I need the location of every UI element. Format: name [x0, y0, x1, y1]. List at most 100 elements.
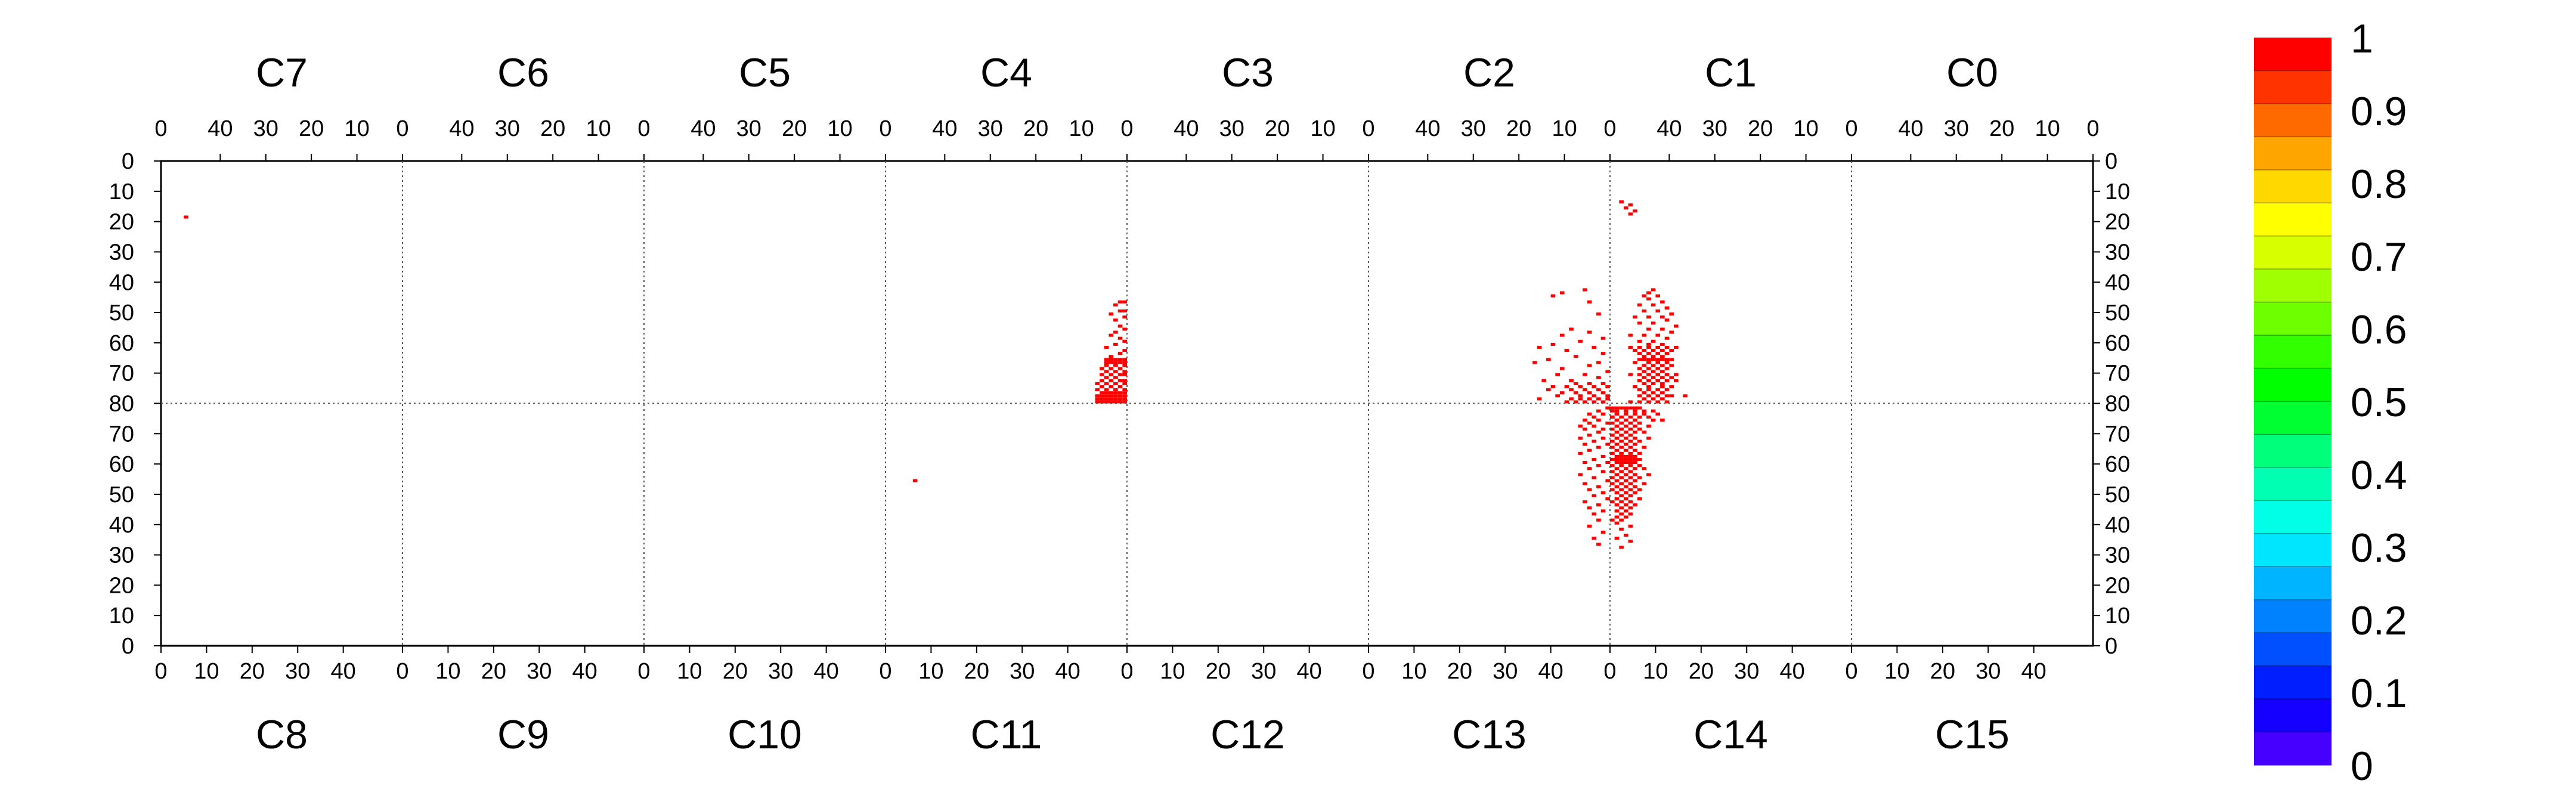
data-point-c14: [1633, 503, 1637, 507]
y-tick-label-right: 0: [2105, 149, 2117, 174]
y-tick-label-left: 30: [109, 240, 134, 265]
data-point-c14: [1610, 457, 1615, 462]
data-point-c1: [1651, 376, 1656, 379]
data-point-c14: [1614, 431, 1620, 434]
data-point-c4: [1104, 361, 1109, 364]
data-point-c1: [1637, 394, 1642, 398]
x-tick-label-bottom: 10: [194, 659, 219, 684]
data-point-c4: [1109, 373, 1114, 376]
x-tick-label-bottom: 20: [1206, 659, 1231, 684]
data-point-c14: [1628, 454, 1633, 458]
data-point-c1: [1669, 358, 1674, 361]
y-tick-label-left: 10: [109, 179, 134, 205]
data-point-c14: [1623, 473, 1628, 476]
data-point-c2: [1596, 361, 1601, 364]
data-point-c2: [1573, 391, 1578, 395]
column-title-bottom: C14: [1693, 712, 1768, 757]
data-point-c1: [1642, 370, 1647, 373]
x-tick-label-top: 0: [1362, 116, 1374, 141]
data-point-c14: [1619, 406, 1624, 410]
data-point-c14: [1610, 421, 1615, 425]
data-point-c1: [1669, 349, 1674, 352]
x-tick-label-bottom: 0: [396, 659, 408, 684]
data-point-c14: [1619, 476, 1624, 479]
y-tick-label-right: 50: [2105, 482, 2130, 507]
x-tick-label-bottom: 0: [1845, 659, 1857, 684]
data-point-c1: [1655, 400, 1661, 404]
data-point-c2: [1564, 349, 1569, 352]
colorbar-segment: [2254, 434, 2332, 468]
data-point-c1: [1664, 361, 1670, 364]
colorbar-segment: [2254, 236, 2332, 270]
x-tick-label-top: 30: [1944, 116, 1969, 141]
data-point-c4: [1109, 358, 1114, 361]
data-point-c1: [1664, 336, 1670, 340]
data-point-c13: [1583, 482, 1587, 485]
data-point-c4: [1117, 391, 1123, 395]
column-title-bottom: C8: [256, 712, 308, 757]
data-point-c1: [1642, 333, 1647, 337]
data-point-c13: [1596, 464, 1601, 467]
data-point-c1: [1628, 333, 1633, 337]
data-point-c13: [1605, 461, 1610, 465]
data-point-c1: [1646, 373, 1651, 376]
data-point-c13: [1583, 418, 1587, 422]
data-point-c1: [1646, 297, 1651, 301]
data-point-c4: [1104, 397, 1109, 401]
x-tick-label-top: 10: [344, 116, 369, 141]
data-point-c14: [1655, 412, 1661, 416]
data-points-layer: [184, 200, 1688, 549]
data-point-c14: [1637, 415, 1642, 419]
data-point-c1: [1642, 391, 1647, 395]
data-point-c2: [1550, 294, 1556, 298]
data-point-c14: [1610, 428, 1615, 431]
data-point-c14: [1628, 488, 1633, 491]
data-point-c4: [1109, 394, 1114, 398]
x-tick-label-top: 40: [932, 116, 957, 141]
data-point-c2: [1550, 385, 1556, 389]
data-point-c14: [1619, 451, 1624, 455]
data-point-c14: [1623, 418, 1628, 422]
data-point-c14: [1628, 540, 1633, 543]
data-point-c13: [1605, 421, 1610, 425]
data-point-c1: [1637, 358, 1642, 361]
data-point-c4: [1122, 349, 1127, 352]
data-point-c1: [1669, 385, 1674, 389]
data-point-c4: [1109, 379, 1114, 382]
y-tick-label-left: 10: [109, 603, 134, 628]
y-tick-label-left: 60: [109, 331, 134, 356]
data-point-c14: [1633, 406, 1637, 410]
data-point-c1: [1646, 342, 1651, 346]
data-point-c14: [1637, 451, 1642, 455]
colorbar-segment: [2254, 467, 2332, 501]
data-point-c4: [1113, 397, 1118, 401]
data-point-c13: [1587, 434, 1592, 437]
y-tick-label-left: 70: [109, 422, 134, 447]
data-point-c4: [1113, 364, 1118, 367]
x-tick-label-bottom: 10: [1160, 659, 1185, 684]
data-point-c13: [1592, 425, 1597, 428]
data-point-c14: [1614, 521, 1620, 525]
data-point-c1: [1637, 303, 1642, 306]
x-tick-label-bottom: 40: [331, 659, 356, 684]
colorbar-label: 0.8: [2351, 162, 2407, 207]
data-point-c14: [1610, 464, 1615, 467]
data-point-c14: [1633, 467, 1637, 470]
data-point-c2: [1583, 400, 1587, 404]
data-point-c14: [1619, 415, 1624, 419]
data-point-c14: [1610, 482, 1615, 485]
y-tick-label-left: 20: [109, 210, 134, 235]
data-point-c1: [1633, 209, 1637, 213]
data-point-c1: [1642, 364, 1647, 367]
data-point-c2: [1600, 391, 1606, 395]
y-tick-label-right: 60: [2105, 452, 2130, 477]
data-point-c14: [1633, 485, 1637, 488]
data-point-c14: [1646, 415, 1651, 419]
x-tick-label-bottom: 0: [1362, 659, 1374, 684]
colorbar-segment: [2254, 533, 2332, 567]
data-point-c14: [1623, 515, 1628, 519]
data-point-c1: [1660, 391, 1665, 395]
data-point-c13: [1587, 448, 1592, 452]
data-point-c4: [1113, 318, 1118, 322]
data-point-c4: [1109, 361, 1114, 364]
